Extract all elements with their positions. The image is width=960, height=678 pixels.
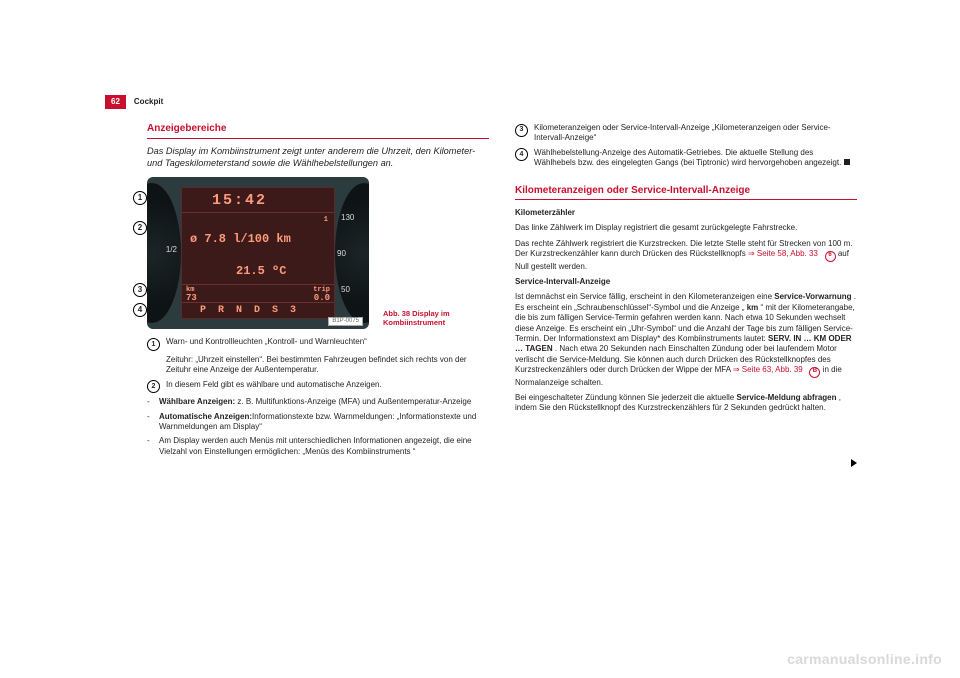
right-column: 3 Kilometeranzeigen oder Service-Interva… xyxy=(515,123,857,461)
callout-3: 3 xyxy=(133,283,147,297)
figure-caption: Abb. 38 Display im Kombiinstrument xyxy=(383,309,483,327)
subheading: Das Display im Kombiinstrument zeigt unt… xyxy=(147,145,489,170)
speed-90: 90 xyxy=(337,249,346,259)
item-text: Warn- und Kontrollleuchten „Kontroll- un… xyxy=(166,337,489,351)
item-text: Zeituhr: „Uhrzeit einstellen“. Bei besti… xyxy=(166,355,489,376)
fuel-tick: 1/2 xyxy=(166,245,177,255)
paragraph: Das rechte Zählwerk registriert die Kurz… xyxy=(515,239,857,272)
lcd-mode: 1 xyxy=(324,216,328,225)
end-block-icon xyxy=(844,159,850,165)
bold-label: Wählbare Anzeigen: xyxy=(159,397,235,406)
bold-text: Service-Vorwarnung xyxy=(774,292,851,301)
item-number: 2 xyxy=(147,380,160,393)
list-item: - Automatische Anzeigen:Informationstext… xyxy=(147,412,489,433)
lcd-display: 15:42 1 ø 7.8 l/100 km 21.5 ºC km 73 tri… xyxy=(181,187,335,319)
lcd-consumption: ø 7.8 l/100 km xyxy=(190,232,291,247)
bold-text: Service-Meldung abfragen xyxy=(736,393,836,402)
lcd-trip: 0.0 xyxy=(314,293,330,304)
figure-38: 1 2 3 4 1/2 130 90 50 xyxy=(147,177,489,329)
section-title: Cockpit xyxy=(126,97,163,107)
lcd-time: 15:42 xyxy=(212,192,267,211)
bold-label: Automatische Anzeigen: xyxy=(159,412,252,421)
paragraph: Bei eingeschalteter Zündung können Sie j… xyxy=(515,393,857,414)
cross-ref: ⇒ Seite 63, Abb. 39 xyxy=(733,365,803,374)
numbered-list-left: 1 Warn- und Kontrollleuchten „Kontroll- … xyxy=(147,337,489,393)
dash: - xyxy=(147,436,153,457)
list-item: - Am Display werden auch Menüs mit unter… xyxy=(147,436,489,457)
speedometer: 130 90 50 xyxy=(335,183,369,323)
lcd-divider xyxy=(182,284,334,285)
speed-130: 130 xyxy=(341,213,354,223)
lcd-divider xyxy=(182,302,334,303)
callout-1: 1 xyxy=(133,191,147,205)
paragraph: Ist demnächst ein Service fällig, ersche… xyxy=(515,292,857,388)
heading-km-service: Kilometeranzeigen oder Service-Intervall… xyxy=(515,185,857,201)
watermark: carmanualsonline.info xyxy=(787,651,942,669)
dash: - xyxy=(147,412,153,433)
text: Ist demnächst ein Service fällig, ersche… xyxy=(515,292,774,301)
list-item: 2 In diesem Feld gibt es wählbare und au… xyxy=(147,380,489,394)
cross-ref: ⇒ Seite 58, Abb. 33 xyxy=(748,249,818,258)
subhead-kilometerzaehler: Kilometerzähler xyxy=(515,208,857,218)
lcd-divider xyxy=(182,212,334,213)
item-text: Am Display werden auch Menüs mit untersc… xyxy=(159,436,489,457)
list-item: 1 Warn- und Kontrollleuchten „Kontroll- … xyxy=(147,337,489,351)
list-item: 0 Zeituhr: „Uhrzeit einstellen“. Bei bes… xyxy=(147,355,489,376)
list-item: - Wählbare Anzeigen: z. B. Multifunktion… xyxy=(147,397,489,407)
lcd-temp: 21.5 ºC xyxy=(236,264,286,279)
speed-50: 50 xyxy=(341,285,350,295)
list-item: 3 Kilometeranzeigen oder Service-Interva… xyxy=(515,123,857,144)
fuel-gauge: 1/2 xyxy=(147,183,181,323)
callout-4: 4 xyxy=(133,303,147,317)
dash: - xyxy=(147,397,153,407)
item-text: Automatische Anzeigen:Informationstexte … xyxy=(159,412,489,433)
text-pre: Wählhebelstellung-Anzeige des Automatik-… xyxy=(534,148,844,167)
figure-id: B1P-0075 xyxy=(328,317,363,327)
page-header-tab: 62 Cockpit xyxy=(105,95,163,108)
callout-2: 2 xyxy=(133,221,147,235)
rest-text: z. B. Multifunktions-Anzeige (MFA) und A… xyxy=(235,397,471,406)
manual-page: 62 Cockpit Anzeigebereiche Das Display i… xyxy=(105,95,860,595)
page-number: 62 xyxy=(105,95,126,109)
list-item: 4 Wählhebelstellung-Anzeige des Automati… xyxy=(515,148,857,169)
two-column-layout: Anzeigebereiche Das Display im Kombiinst… xyxy=(147,123,857,461)
heading-anzeigebereiche: Anzeigebereiche xyxy=(147,123,489,139)
item-number: 3 xyxy=(515,124,528,137)
item-number: 4 xyxy=(515,148,528,161)
text: Bei eingeschalteter Zündung können Sie j… xyxy=(515,393,736,402)
numbered-list-right: 3 Kilometeranzeigen oder Service-Interva… xyxy=(515,123,857,169)
left-column: Anzeigebereiche Das Display im Kombiinst… xyxy=(147,123,489,461)
item-text: Kilometeranzeigen oder Service-Intervall… xyxy=(534,123,857,144)
item-text: Wählhebelstellung-Anzeige des Automatik-… xyxy=(534,148,857,169)
lcd-gear: P R N D S 3 xyxy=(200,305,299,318)
item-text: In diesem Feld gibt es wählbare und auto… xyxy=(166,380,489,394)
instrument-cluster: 1/2 130 90 50 15:42 1 ø 7.8 l/100 km xyxy=(147,177,369,329)
subhead-service-intervall: Service-Intervall-Anzeige xyxy=(515,277,857,287)
item-text: Wählbare Anzeigen: z. B. Multifunktions-… xyxy=(159,397,489,407)
dash-list-left: - Wählbare Anzeigen: z. B. Multifunktion… xyxy=(147,397,489,457)
ref-marker: B xyxy=(809,367,820,378)
bold-text: km xyxy=(747,303,759,312)
lcd-odo: 73 xyxy=(186,293,197,304)
continue-arrow-icon xyxy=(851,459,857,467)
item-number: 1 xyxy=(147,338,160,351)
ref-marker: 6 xyxy=(825,251,836,262)
paragraph: Das linke Zählwerk im Display registrier… xyxy=(515,223,857,233)
